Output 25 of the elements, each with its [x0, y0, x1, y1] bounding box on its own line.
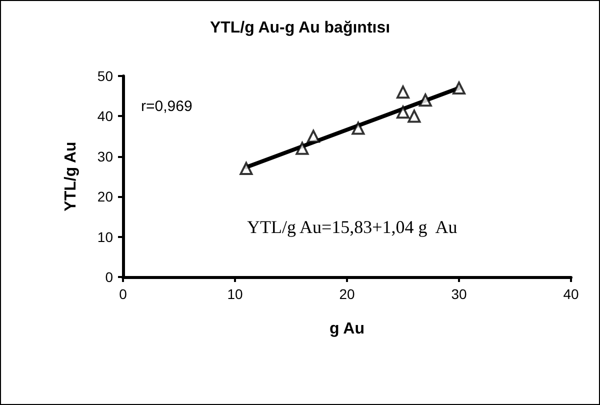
chart-title: YTL/g Au-g Au bağıntısı	[210, 20, 390, 36]
y-tick-label: 30	[97, 148, 114, 164]
y-tick-label: 10	[97, 228, 114, 245]
point	[306, 130, 320, 143]
x-tick-label: 20	[339, 286, 355, 302]
y-tick-label: 40	[97, 108, 114, 124]
x-tick-label: 0	[119, 286, 128, 302]
annotation: YTL/g Au=15,83+1,04 g Au	[247, 217, 458, 237]
x-tick-label: 40	[563, 286, 579, 302]
point	[240, 162, 253, 175]
point	[396, 106, 410, 119]
point	[408, 110, 421, 123]
x-tick-label: 30	[451, 286, 467, 302]
annotation: r=0,969	[141, 98, 192, 115]
point	[352, 122, 365, 135]
point	[396, 86, 410, 99]
y-axis-title: YTL/g Au	[62, 142, 80, 212]
x-tick-label: 10	[227, 286, 243, 302]
y-tick-label: 0	[105, 269, 114, 285]
y-tick-label: 20	[97, 188, 114, 205]
point	[296, 142, 309, 155]
point	[452, 82, 466, 95]
y-tick-label: 50	[97, 68, 114, 84]
x-axis-title: g Au	[330, 320, 364, 338]
point	[418, 94, 432, 107]
